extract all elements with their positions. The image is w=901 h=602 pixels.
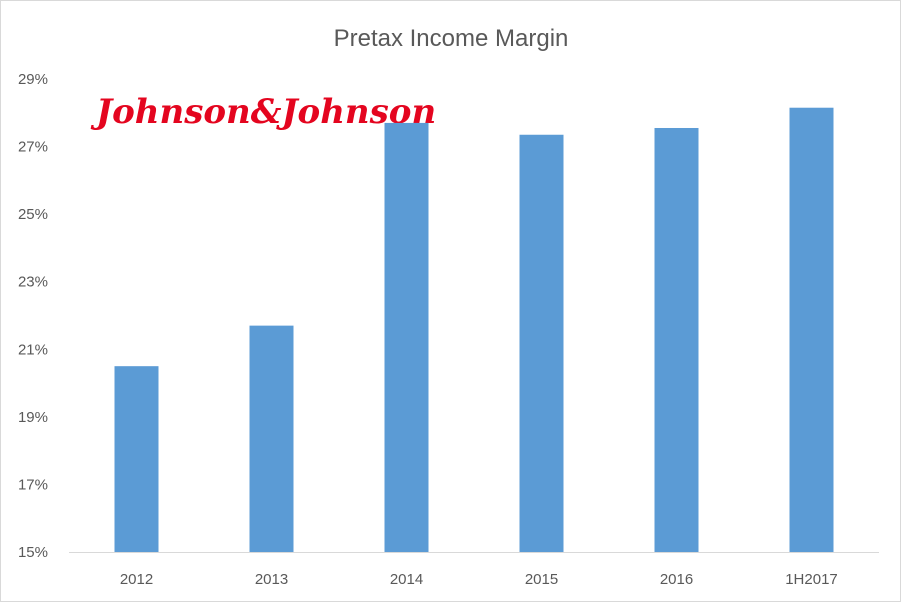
x-axis: 2012 2013 2014 2015 2016 1H2017 <box>69 552 879 588</box>
y-tick-label: 15% <box>18 544 48 561</box>
x-tick-label: 1H2017 <box>785 571 838 588</box>
bar-2012 <box>114 366 159 552</box>
brand-logo: Johnson&Johnson <box>90 92 436 132</box>
y-tick-label: 17% <box>18 476 48 493</box>
y-axis: 15% 17% 19% 21% 23% 25% 27% 29% <box>18 71 48 561</box>
y-tick-label: 25% <box>18 206 48 223</box>
x-tick-label: 2012 <box>120 571 153 588</box>
chart-title: Pretax Income Margin <box>334 25 569 52</box>
bars <box>114 107 834 553</box>
x-tick-label: 2014 <box>390 571 423 588</box>
y-tick-label: 29% <box>18 71 48 88</box>
y-tick-label: 27% <box>18 139 48 156</box>
bar-2014 <box>384 122 429 553</box>
y-tick-label: 21% <box>18 341 48 358</box>
bar-1h2017 <box>789 107 834 552</box>
x-tick-label: 2015 <box>525 571 558 588</box>
y-tick-label: 23% <box>18 274 48 291</box>
y-tick-label: 19% <box>18 409 48 426</box>
x-tick-label: 2013 <box>255 571 288 588</box>
bar-2015 <box>519 134 564 552</box>
bar-2013 <box>249 325 294 552</box>
x-tick-label: 2016 <box>660 571 693 588</box>
bar-2016 <box>654 127 699 552</box>
